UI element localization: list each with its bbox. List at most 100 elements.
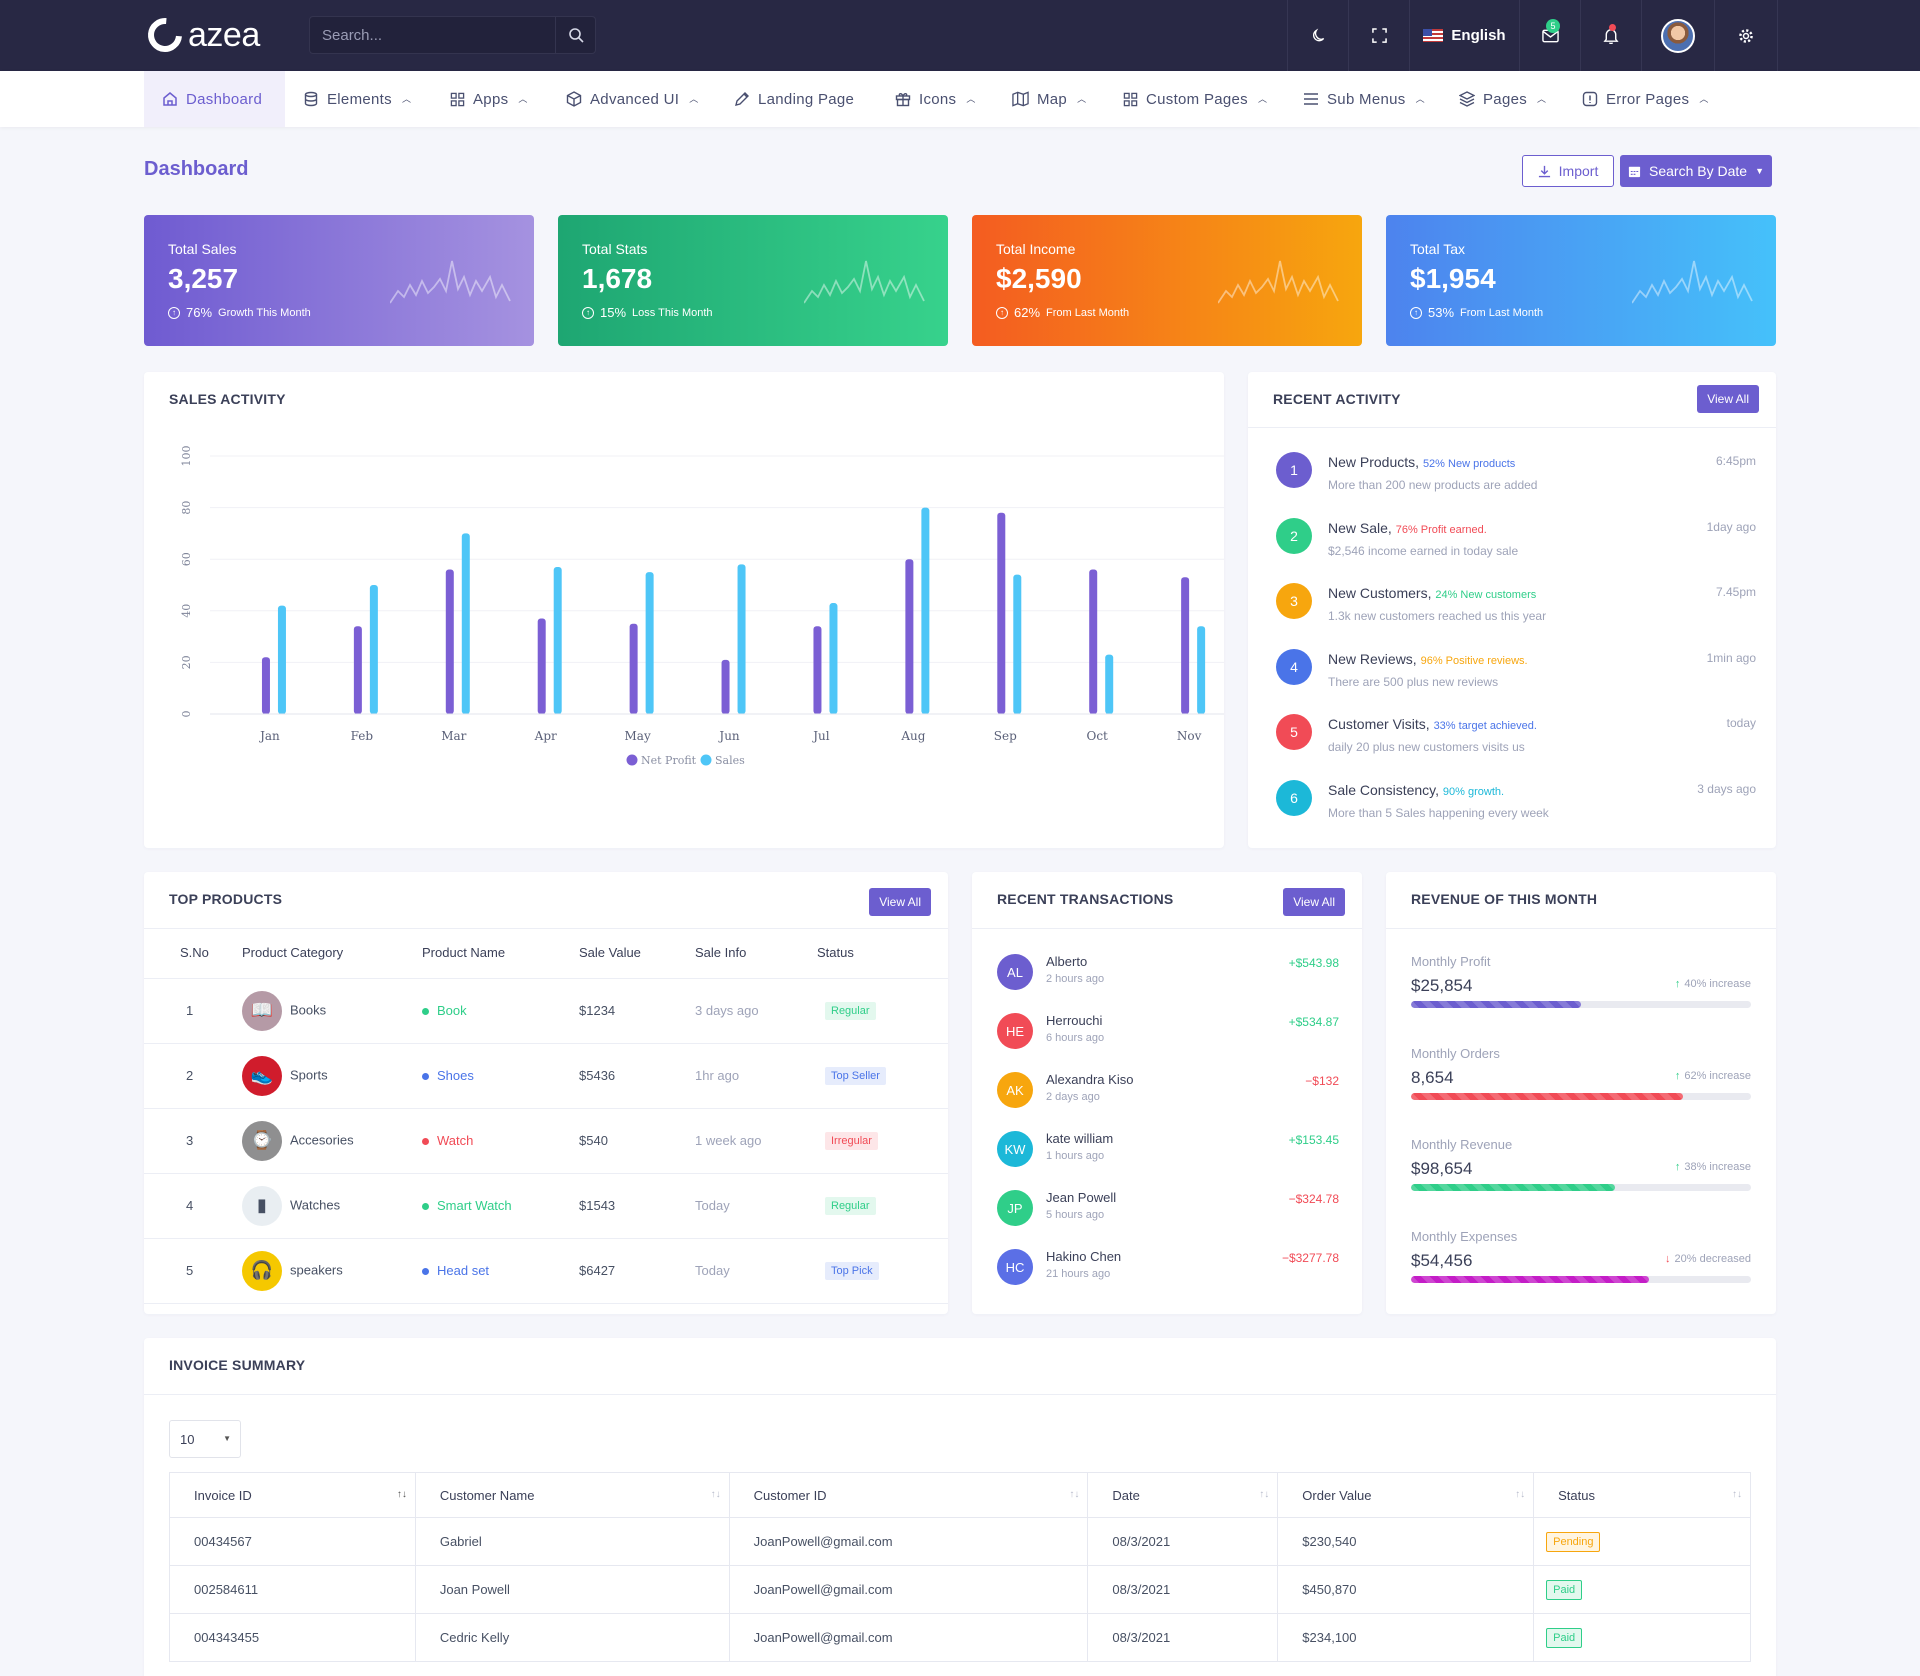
bar[interactable] [629,623,638,714]
table-row[interactable]: 2 👟 Sports Shoes $5436 1hr ago Top Seller [144,1043,948,1109]
chevron-up-icon: ︿ [1077,93,1087,104]
bar[interactable] [261,657,270,714]
transaction-item[interactable]: HE Herrouchi 6 hours ago +$534.87 [997,1011,1339,1059]
bar[interactable] [1197,626,1206,714]
activity-item[interactable]: 5 Customer Visits, 33% target achieved. da… [1276,714,1756,772]
activity-item[interactable]: 4 New Reviews, 96% Positive reviews. There… [1276,648,1756,707]
nav-item-elements[interactable]: Elements ︿ [303,71,411,127]
transaction-item[interactable]: HC Hakino Chen 21 hours ago −$3277.78 [997,1247,1339,1295]
nav-item-dashboard[interactable]: Dashboard [144,71,285,127]
nav-item-custom-pages[interactable]: Custom Pages ︿ [1123,71,1267,127]
table-row[interactable]: 004343455 Cedric Kelly JoanPowell@gmail.co… [169,1613,1751,1662]
product-category: speakers [290,1261,343,1277]
recent-transactions-view-all-button[interactable]: View All [1283,888,1345,916]
profile-button[interactable] [1641,0,1714,71]
table-row[interactable]: 002584611 Joan Powell JoanPowell@gmail.com… [169,1565,1751,1614]
bar[interactable] [1013,574,1022,714]
notifications-button[interactable] [1580,0,1641,71]
stat-title: Total Income [996,241,1076,257]
transaction-item[interactable]: AL Alberto 2 hours ago +$543.98 [997,952,1339,1000]
transaction-avatar: AL [997,954,1033,990]
product-name[interactable]: Book [437,1003,467,1018]
table-row[interactable]: 5 🎧 speakers Head set $6427 Today Top Pick [144,1238,948,1304]
top-products-view-all-button[interactable]: View All [869,888,931,916]
bar[interactable] [645,572,654,714]
activity-item[interactable]: 3 New Customers, 24% New customers 1.3k ne… [1276,583,1756,641]
product-name[interactable]: Head set [437,1263,490,1278]
status-badge: Paid [1546,1627,1583,1648]
nav-item-pages[interactable]: Pages ︿ [1459,71,1546,127]
arrow-up-icon: ↑ [1674,1069,1681,1082]
bar[interactable] [369,585,378,714]
activity-time: 7.45pm [1715,585,1756,599]
nav-item-sub-menus[interactable]: Sub Menus ︿ [1303,71,1425,127]
stat-card: Total Stats 1,678 ↑ 15% Loss This Month [558,215,948,346]
recent-activity-view-all-button[interactable]: View All [1697,385,1759,413]
fullscreen-button[interactable] [1348,0,1409,71]
bar[interactable] [1105,654,1114,714]
transaction-amount: +$534.87 [1288,1015,1339,1029]
nav-item-advanced-ui[interactable]: Advanced UI ︿ [566,71,699,127]
table-row[interactable]: 1 📖 Books Book $1234 3 days ago Regular [144,978,948,1044]
import-button[interactable]: Import [1522,155,1614,187]
status-badge: Top Pick [825,1261,879,1280]
language-selector[interactable]: English [1409,0,1519,71]
transaction-amount: −$3277.78 [1281,1251,1339,1265]
transaction-item[interactable]: KW kate william 1 hours ago +$153.45 [997,1129,1339,1177]
nav-item-icons[interactable]: Icons ︿ [895,71,976,127]
column-header[interactable]: Invoice ID ↑↓ [169,1472,416,1518]
transaction-item[interactable]: JP Jean Powell 5 hours ago −$324.78 [997,1188,1339,1236]
settings-button[interactable] [1714,0,1778,71]
product-image-icon: ▮ [242,1185,282,1226]
table-row[interactable]: 3 ⌚ Accesories Watch $540 1 week ago Irregular [144,1108,948,1174]
transaction-item[interactable]: AK Alexandra Kiso 2 days ago −$132 [997,1070,1339,1118]
bar[interactable] [461,533,470,714]
column-header[interactable]: Order Value ↑↓ [1277,1472,1535,1518]
bar[interactable] [829,603,838,714]
revenue-change: ↑ 40% increase [1675,978,1751,990]
invoice-cid: JoanPowell@gmail.com [728,1565,1089,1614]
product-name[interactable]: Shoes [437,1068,474,1083]
transaction-time: 2 days ago [1046,1091,1100,1103]
column-header[interactable]: Date ↑↓ [1087,1472,1279,1518]
column-header[interactable]: Customer ID ↑↓ [728,1472,1089,1518]
brand-logo[interactable]: azea [141,11,260,59]
bar[interactable] [905,559,914,714]
bar[interactable] [721,659,730,714]
column-header-label: Order Value [1302,1487,1372,1503]
product-name[interactable]: Smart Watch [437,1198,512,1213]
revenue-item: Monthly Orders 8,654 ↑ 62% increase [1411,1046,1751,1116]
theme-toggle-button[interactable] [1287,0,1348,71]
search-button[interactable] [555,17,595,53]
activity-item[interactable]: 6 Sale Consistency, 90% growth. More than … [1276,779,1756,838]
page-size-select[interactable]: 10 ▼ [169,1420,241,1458]
search-input[interactable] [322,17,552,53]
nav-item-landing-page[interactable]: Landing Page [734,71,854,127]
column-header[interactable]: Status ↑↓ [1533,1472,1751,1518]
bar[interactable] [1089,569,1098,714]
nav-item-apps[interactable]: Apps ︿ [450,71,528,127]
bar[interactable] [1181,577,1190,714]
search-by-date-button[interactable]: Search By Date ▼ [1620,155,1772,187]
bar[interactable] [353,626,362,714]
bar[interactable] [737,564,746,714]
bar[interactable] [553,566,562,714]
activity-item[interactable]: 2 New Sale, 76% Profit earned. $2,546 inco… [1276,517,1756,576]
table-row[interactable]: 00434567 Gabriel JoanPowell@gmail.com 08/3/… [169,1517,1751,1566]
column-header[interactable]: Customer Name ↑↓ [414,1472,730,1518]
bar[interactable] [921,507,930,714]
activity-item[interactable]: 1 New Products, 52% New products More than… [1276,452,1756,510]
table-row[interactable]: 4 ▮ Watches Smart Watch $1543 Today Regular [144,1173,948,1239]
menu-icon [1304,93,1318,105]
card-divider [144,1394,1776,1395]
bar[interactable] [537,618,546,714]
bar[interactable] [277,605,286,714]
bar[interactable] [813,626,822,714]
bar[interactable] [997,512,1006,714]
product-name[interactable]: Watch [437,1133,474,1148]
nav-item-map[interactable]: Map ︿ [1012,71,1086,127]
bar[interactable] [445,569,454,714]
mail-button[interactable]: 5 [1519,0,1580,71]
nav-item-error-pages[interactable]: Error Pages ︿ [1582,71,1709,127]
box-icon [566,91,582,107]
